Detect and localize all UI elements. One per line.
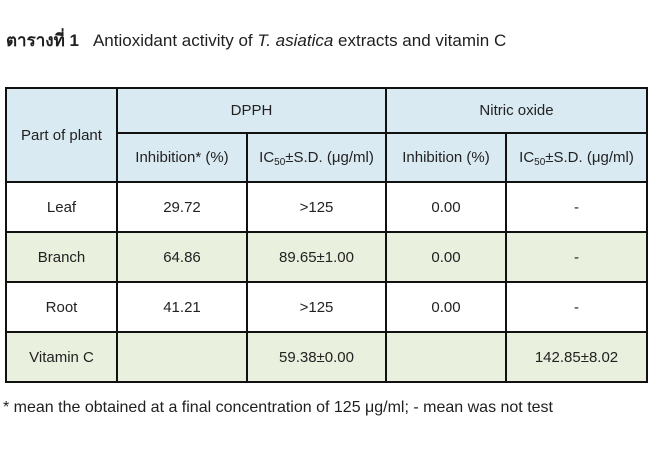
table-header-sub-row: Inhibition* (%) IC50±S.D. (μg/ml) Inhibi… — [6, 132, 648, 183]
cell-no-ic50: 142.85±8.02 — [505, 331, 648, 383]
cell-dpph-ic50: >125 — [246, 181, 387, 233]
header-dpph-ic50: IC50±S.D. (μg/ml) — [246, 132, 387, 183]
ic-suffix: ±S.D. (μg/ml) — [545, 149, 634, 166]
header-group-dpph: DPPH — [116, 87, 387, 134]
table-row-branch: Branch 64.86 89.65±1.00 0.00 - — [5, 231, 648, 283]
cell-no-inhibition: 0.00 — [385, 181, 507, 233]
table-row-vitamin-c: Vitamin C 59.38±0.00 142.85±8.02 — [5, 331, 648, 383]
table-header-group-row: Part of plant DPPH Nitric oxide — [5, 87, 648, 183]
cell-dpph-inhibition: 41.21 — [116, 281, 248, 333]
cell-dpph-inhibition — [116, 331, 248, 383]
table-caption: ตารางที่ 1 Antioxidant activity of T. asi… — [6, 27, 506, 54]
table-row-leaf: Leaf 29.72 >125 0.00 - — [5, 181, 648, 233]
cell-part: Root — [5, 281, 118, 333]
cell-no-ic50: - — [505, 281, 648, 333]
table-body: Leaf 29.72 >125 0.00 - Branch 64.86 89.6… — [5, 181, 648, 383]
header-group-nitric-oxide: Nitric oxide — [385, 87, 648, 134]
cell-dpph-inhibition: 29.72 — [116, 181, 248, 233]
cell-no-ic50: - — [505, 181, 648, 233]
cell-part: Vitamin C — [5, 331, 118, 383]
header-part-of-plant: Part of plant — [5, 87, 118, 183]
header-dpph-inhibition: Inhibition* (%) — [116, 132, 248, 183]
header-no-inhibition: Inhibition (%) — [385, 132, 507, 183]
ic-suffix: ±S.D. (μg/ml) — [285, 149, 374, 166]
cell-part: Branch — [5, 231, 118, 283]
ic-subscript: 50 — [274, 157, 286, 168]
table-header: Part of plant DPPH Nitric oxide Inhibiti… — [5, 87, 648, 183]
cell-dpph-ic50: 89.65±1.00 — [246, 231, 387, 283]
cell-dpph-inhibition: 64.86 — [116, 231, 248, 283]
cell-dpph-ic50: >125 — [246, 281, 387, 333]
table-footnote: * mean the obtained at a final concentra… — [3, 399, 553, 416]
cell-no-inhibition: 0.00 — [385, 281, 507, 333]
table-caption-text-post: extracts and vitamin C — [338, 31, 507, 50]
cell-no-inhibition — [385, 331, 507, 383]
cell-no-inhibition: 0.00 — [385, 231, 507, 283]
ic-subscript: 50 — [534, 157, 546, 168]
table-caption-number: ตารางที่ 1 — [6, 31, 79, 50]
table-caption-species: T. asiatica — [257, 31, 334, 50]
cell-part: Leaf — [5, 181, 118, 233]
ic-prefix: IC — [519, 149, 535, 166]
cell-dpph-ic50: 59.38±0.00 — [246, 331, 387, 383]
antioxidant-activity-table: Part of plant DPPH Nitric oxide Inhibiti… — [5, 87, 648, 383]
table-caption-text-pre: Antioxidant activity of — [92, 31, 253, 50]
header-no-ic50: IC50±S.D. (μg/ml) — [505, 132, 648, 183]
cell-no-ic50: - — [505, 231, 648, 283]
table-row-root: Root 41.21 >125 0.00 - — [5, 281, 648, 333]
ic-prefix: IC — [259, 149, 275, 166]
